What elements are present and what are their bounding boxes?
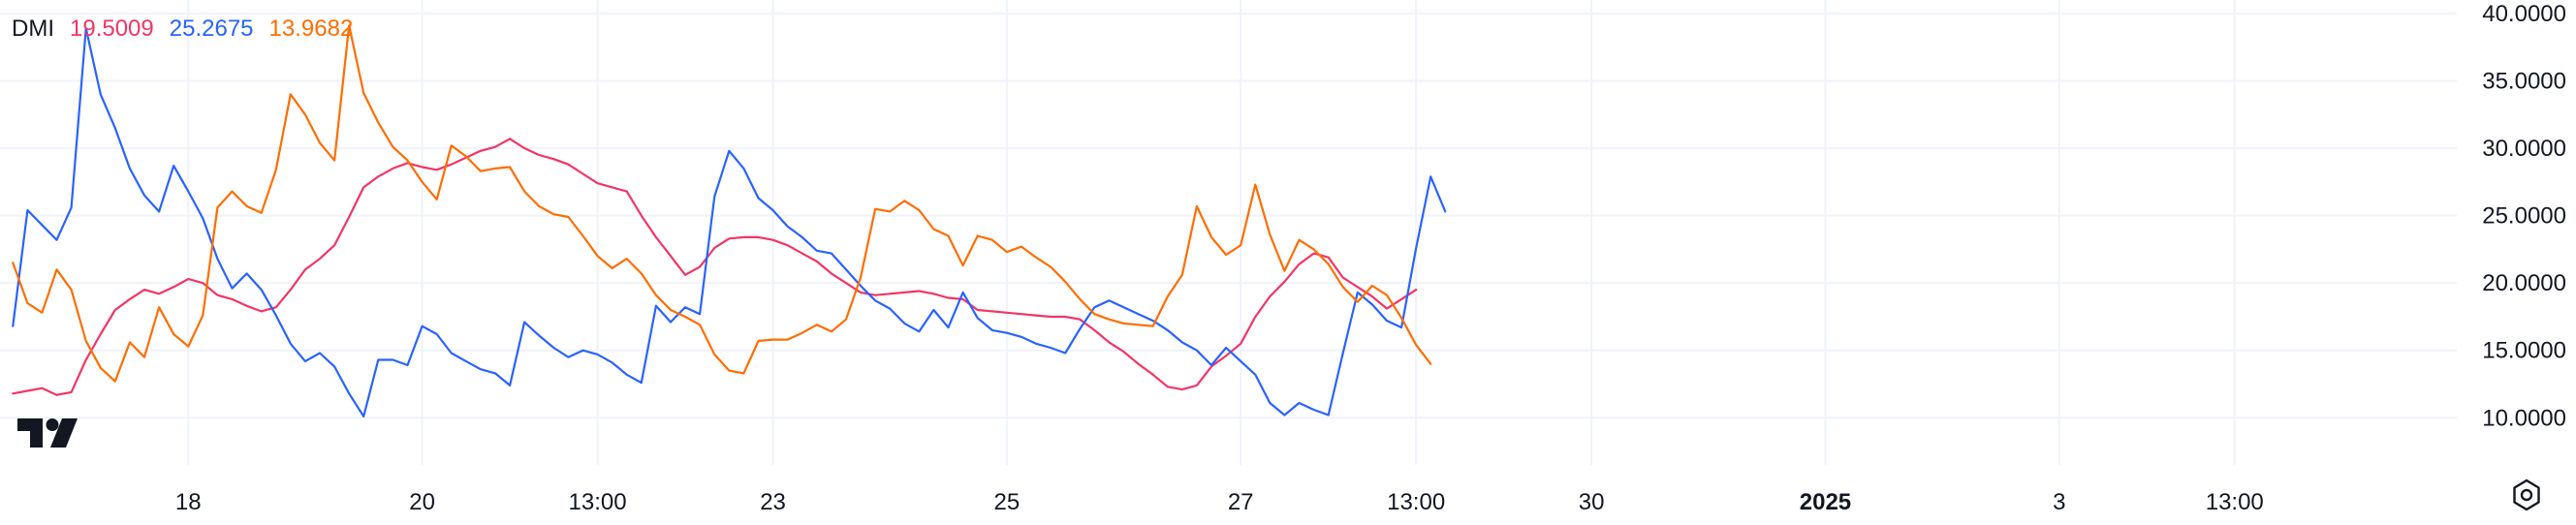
y-tick-label: 15.0000 (2482, 338, 2566, 364)
x-tick-label: 18 (175, 489, 202, 515)
x-tick-label: 20 (409, 489, 435, 515)
horizontal-grid-lines (0, 12, 2457, 419)
x-tick-label: 27 (1228, 489, 1254, 515)
minus-di-line[interactable] (12, 24, 1432, 383)
x-tick-label: 13:00 (569, 489, 627, 515)
x-tick-label: 13:00 (2206, 489, 2264, 515)
legend-minus-di-value: 13.9682 (268, 15, 354, 42)
y-axis-labels: 40.0000 35.0000 30.0000 25.0000 20.0000 15.00… (2482, 1, 2566, 431)
gear-icon[interactable] (2510, 479, 2543, 516)
x-tick-label: 13:00 (1387, 489, 1445, 515)
x-tick-label: 3 (2053, 489, 2065, 515)
adx-line[interactable] (12, 138, 1418, 396)
y-tick-label: 20.0000 (2482, 270, 2566, 296)
x-axis-labels: 18 20 13:00 23 25 27 13:00 30 2025 3 13:00 (175, 489, 2264, 515)
y-tick-label: 30.0000 (2482, 136, 2566, 162)
y-tick-label: 40.0000 (2482, 1, 2566, 27)
legend-adx-value: 19.5009 (70, 15, 154, 42)
x-tick-label: 2025 (1800, 489, 1851, 515)
plus-di-line[interactable] (12, 27, 1447, 417)
legend-plus-di-value: 25.2675 (169, 15, 254, 42)
legend: DMI 19.5009 25.2675 13.9682 (12, 10, 353, 48)
x-tick-label: 23 (760, 489, 786, 515)
y-tick-label: 35.0000 (2482, 68, 2566, 94)
series-lines[interactable] (12, 24, 1447, 417)
y-tick-label: 10.0000 (2482, 405, 2566, 431)
x-tick-label: 25 (994, 489, 1021, 515)
legend-indicator-name[interactable]: DMI (12, 15, 54, 42)
y-tick-label: 25.0000 (2482, 203, 2566, 230)
tradingview-logo-icon[interactable] (17, 418, 79, 452)
vertical-grid-lines (187, 0, 2236, 465)
x-tick-label: 30 (1579, 489, 1605, 515)
